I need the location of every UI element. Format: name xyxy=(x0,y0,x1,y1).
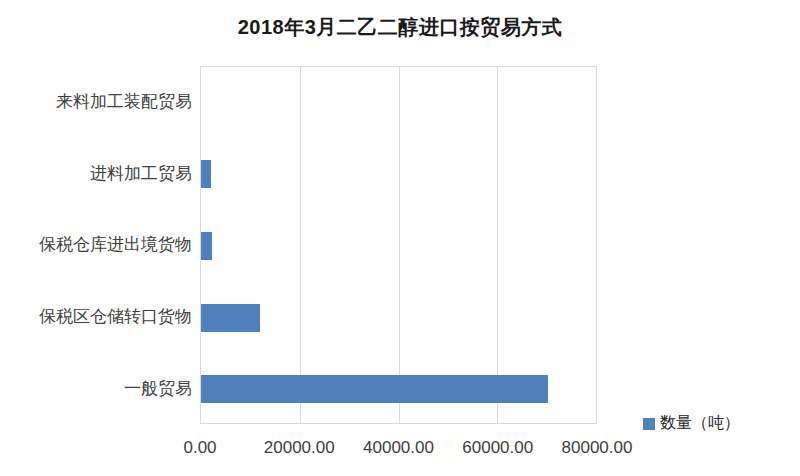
category-label: 来料加工装配贸易 xyxy=(0,66,192,138)
y-axis-category-labels: 来料加工装配贸易进料加工贸易保税仓库进出境货物保税区仓储转口货物一般贸易 xyxy=(0,66,192,424)
bar-进料加工贸易 xyxy=(201,160,211,188)
bar-chart: 2018年3月二乙二醇进口按贸易方式 来料加工装配贸易进料加工贸易保税仓库进出境… xyxy=(0,0,800,476)
gridline xyxy=(300,67,301,423)
bar-保税区仓储转口货物 xyxy=(201,304,260,332)
bar-一般贸易 xyxy=(201,375,548,403)
chart-title: 2018年3月二乙二醇进口按贸易方式 xyxy=(0,14,800,41)
category-label: 进料加工贸易 xyxy=(0,138,192,210)
gridline xyxy=(399,67,400,423)
legend-series-label: 数量（吨） xyxy=(660,413,740,434)
x-tick-label: 0.00 xyxy=(183,438,216,458)
x-tick-label: 60000.00 xyxy=(462,438,533,458)
category-label: 一般贸易 xyxy=(0,352,192,424)
legend-swatch-icon xyxy=(643,418,655,430)
bar-保税仓库进出境货物 xyxy=(201,232,212,260)
category-label: 保税区仓储转口货物 xyxy=(0,281,192,353)
category-label: 保税仓库进出境货物 xyxy=(0,209,192,281)
x-tick-label: 40000.00 xyxy=(363,438,434,458)
gridline xyxy=(497,67,498,423)
legend: 数量（吨） xyxy=(643,413,740,434)
x-tick-label: 80000.00 xyxy=(562,438,633,458)
x-tick-label: 20000.00 xyxy=(264,438,335,458)
plot-area xyxy=(200,66,597,424)
x-axis-tick-labels: 0.0020000.0040000.0060000.0080000.00 xyxy=(200,438,597,460)
